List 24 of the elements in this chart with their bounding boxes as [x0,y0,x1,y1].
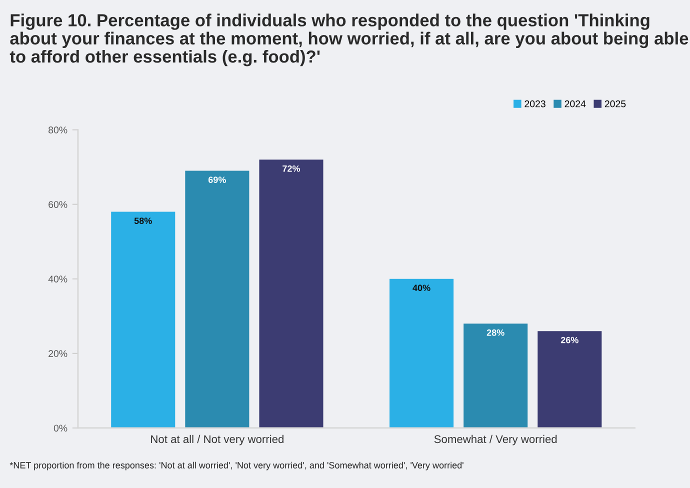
data-label: 72% [282,165,300,172]
data-label: 28% [486,329,504,336]
text: *NET proportion from the responses: 'Not at all worried', 'Not very worried', and 'Somewhat worried', 'Very worried' [10,462,464,470]
data-label: 69% [208,176,226,183]
data-label: 40% [412,284,430,292]
bar [259,160,324,428]
x-tick-label: Somewhat / Very worried [434,434,557,446]
data-label: 58% [134,218,152,224]
bar [185,170,250,428]
y-tick-label: 0% [54,424,68,432]
y-tick-label: 40% [48,276,68,283]
bar [390,278,454,428]
legend-label: 2023 [524,100,546,108]
chart-title: Figure 10. Percentage of individuals who responded to the question 'Thinking about your finances at the moment, how worried, if at all, are you about being able to afford other essentials (e.g. food)?' [10,14,688,66]
legend-label: 2025 [604,100,626,108]
data-label: 26% [560,336,578,344]
y-tick-label: 80% [48,126,68,134]
bar [538,331,602,428]
y-tick-label: 20% [48,350,68,358]
bar [464,324,528,428]
x-tick-label: Not at all / Not very worried [151,434,284,446]
legend-label: 2024 [564,100,586,108]
y-tick-label: 60% [48,201,68,208]
bar [111,212,176,428]
